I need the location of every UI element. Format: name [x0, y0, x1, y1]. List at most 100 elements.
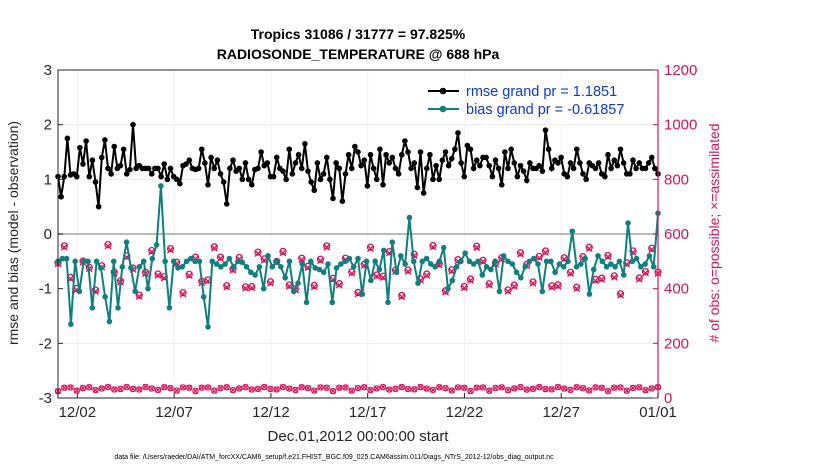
obs-assimilated-marker — [604, 253, 612, 261]
obs-possible-marker-low — [161, 384, 168, 391]
rmse-point — [73, 173, 80, 180]
obs-assimilated-marker-low — [411, 386, 418, 393]
obs-assimilated-marker — [348, 269, 356, 277]
rmse-point — [498, 182, 505, 188]
obs-possible-marker-low — [629, 384, 637, 392]
obs-assimilated-marker-low — [536, 384, 543, 390]
rmse-point — [427, 151, 433, 158]
rmse-point — [630, 157, 636, 163]
bias-point — [488, 266, 494, 273]
bias-point — [539, 288, 546, 295]
obs-possible-marker — [541, 247, 550, 255]
legend-bias-marker — [439, 105, 447, 113]
rmse-point — [158, 173, 164, 180]
rmse-point — [92, 179, 99, 185]
obs-assimilated-marker — [354, 290, 362, 298]
rmse-point — [423, 165, 430, 172]
obs-assimilated-marker — [404, 267, 412, 275]
bias-point — [303, 299, 310, 306]
obs-possible-marker — [273, 257, 281, 266]
rmse-point — [558, 154, 564, 161]
obs-possible-marker-low — [479, 384, 487, 391]
obs-possible-marker-low — [142, 383, 149, 391]
rmse-point — [361, 157, 368, 163]
obs-possible-marker-low — [467, 387, 474, 395]
obs-assimilated-marker — [479, 258, 487, 266]
obs-assimilated-marker-low — [361, 384, 368, 391]
obs-assimilated-marker — [467, 276, 474, 284]
rmse-point — [311, 187, 318, 194]
bias-point — [132, 288, 138, 295]
obs-assimilated-marker-low — [605, 388, 611, 394]
right-tick-label: 800 — [664, 171, 689, 188]
bias-point — [376, 266, 383, 273]
bias-point — [350, 264, 357, 270]
obs-possible-marker-low — [154, 386, 162, 394]
obs-assimilated-marker-low — [392, 385, 399, 392]
obs-assimilated-marker — [179, 290, 187, 298]
obs-assimilated-marker-low — [323, 384, 330, 391]
rmse-point — [492, 157, 499, 163]
rmse-point — [239, 176, 246, 183]
obs-possible-marker — [210, 243, 218, 251]
bias-point — [243, 264, 250, 270]
bias-point — [569, 228, 576, 235]
bias-point — [316, 266, 323, 273]
obs-possible-marker — [529, 278, 537, 286]
obs-possible-marker-low — [304, 384, 312, 392]
bias-point — [638, 264, 644, 270]
rmse-point — [548, 165, 555, 172]
obs-assimilated-marker-low — [167, 385, 174, 392]
rmse-point — [327, 176, 333, 183]
obs-assimilated-marker — [248, 284, 256, 292]
legend-rmse-label: rmse grand pr = 1.1851 — [466, 84, 617, 100]
bias-point — [359, 291, 366, 297]
rmse-point — [320, 171, 327, 177]
obs-possible-marker — [104, 241, 112, 249]
obs-possible-marker — [166, 244, 175, 253]
obs-possible-marker-low — [417, 383, 424, 391]
obs-possible-marker-low — [148, 385, 155, 392]
obs-assimilated-marker-low — [161, 384, 168, 391]
obs-possible-marker — [348, 268, 356, 276]
bias-point — [518, 274, 524, 281]
bias-point — [119, 264, 126, 270]
obs-assimilated-marker-low — [298, 384, 305, 391]
rmse-point — [305, 168, 311, 174]
rmse-point — [230, 157, 236, 163]
bias-point — [590, 266, 597, 273]
obs-possible-marker — [91, 286, 100, 294]
obs-assimilated-marker-low — [86, 384, 93, 391]
obs-assimilated-marker-low — [223, 384, 230, 391]
rmse-point — [298, 165, 305, 172]
obs-possible-marker — [504, 286, 512, 294]
bias-point — [102, 294, 108, 300]
obs-assimilated-marker-low — [505, 387, 511, 394]
rmse-point — [442, 149, 449, 155]
rmse-point — [108, 171, 114, 177]
rmse-point — [167, 165, 174, 172]
bias-point — [59, 255, 66, 262]
rmse-point — [86, 173, 93, 180]
bias-point — [423, 255, 430, 262]
chart-title-line2: RADIOSONDE_TEMPERATURE @ 688 hPa — [217, 46, 500, 62]
left-tick-label: -2 — [39, 335, 52, 352]
obs-possible-marker-low — [454, 384, 462, 391]
bias-point — [299, 261, 306, 267]
bias-point — [385, 299, 391, 306]
obs-assimilated-marker-low — [523, 386, 530, 393]
left-tick-label: 3 — [44, 62, 52, 79]
obs-possible-marker — [466, 275, 475, 283]
obs-assimilated-marker — [210, 244, 218, 252]
bias-point — [513, 269, 520, 276]
bias-point — [183, 258, 190, 265]
bias-point — [526, 258, 533, 265]
obs-possible-marker-low — [361, 384, 368, 391]
obs-assimilated-marker-low — [292, 387, 299, 393]
obs-assimilated-marker-low — [123, 384, 130, 390]
rmse-point — [411, 160, 418, 166]
rmse-point — [314, 160, 321, 166]
rmse-point — [545, 146, 552, 153]
rmse-point — [502, 149, 508, 155]
